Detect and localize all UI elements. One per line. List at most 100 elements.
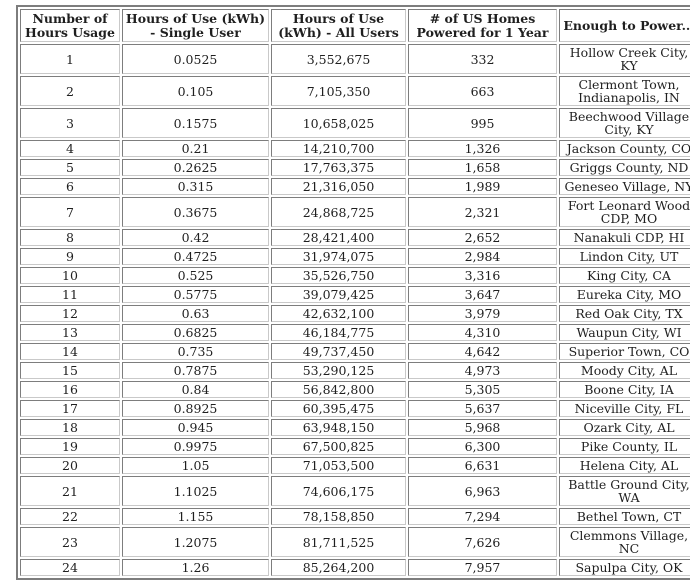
table-cell: 53,290,125: [271, 362, 406, 379]
table-cell: Niceville City, FL: [559, 400, 690, 417]
table-cell: Ozark City, AL: [559, 419, 690, 436]
table-row: 10 0.525 35,526,750 3,316 King City, CA: [20, 267, 690, 284]
header-row: Number of Hours Usage Hours of Use (kWh) …: [20, 9, 690, 42]
table-cell: 6,631: [408, 457, 557, 474]
table-cell: 3,552,675: [271, 44, 406, 74]
table-cell: 81,711,525: [271, 527, 406, 557]
table-cell: 0.84: [122, 381, 269, 398]
table-cell: Nanakuli CDP, HI: [559, 229, 690, 246]
table-cell: 1: [20, 44, 120, 74]
table-cell: 16: [20, 381, 120, 398]
table-cell: 2,652: [408, 229, 557, 246]
table-cell: 1,326: [408, 140, 557, 157]
table-cell: 13: [20, 324, 120, 341]
table-cell: 10,658,025: [271, 108, 406, 138]
table-cell: 663: [408, 76, 557, 106]
table-cell: 8: [20, 229, 120, 246]
table-cell: 2,321: [408, 197, 557, 227]
table-cell: 0.42: [122, 229, 269, 246]
table-cell: Battle Ground City, WA: [559, 476, 690, 506]
table-row: 15 0.7875 53,290,125 4,973 Moody City, AL: [20, 362, 690, 379]
table-row: 1 0.0525 3,552,675 332 Hollow Creek City, KY: [20, 44, 690, 74]
table-cell: 71,053,500: [271, 457, 406, 474]
table-cell: 17: [20, 400, 120, 417]
table-cell: 11: [20, 286, 120, 303]
table-cell: Beechwood Village City, KY: [559, 108, 690, 138]
table-cell: 18: [20, 419, 120, 436]
table-cell: 4,642: [408, 343, 557, 360]
column-header: Number of Hours Usage: [20, 9, 120, 42]
table-cell: 0.4725: [122, 248, 269, 265]
table-cell: 1.05: [122, 457, 269, 474]
table-cell: 0.21: [122, 140, 269, 157]
table-row: 14 0.735 49,737,450 4,642 Superior Town, CO: [20, 343, 690, 360]
table-row: 13 0.6825 46,184,775 4,310 Waupun City, WI: [20, 324, 690, 341]
table-cell: 14: [20, 343, 120, 360]
table-cell: 5,637: [408, 400, 557, 417]
table-cell: 1.2075: [122, 527, 269, 557]
table-cell: 46,184,775: [271, 324, 406, 341]
table-cell: 0.735: [122, 343, 269, 360]
table-cell: 20: [20, 457, 120, 474]
table-cell: 1,989: [408, 178, 557, 195]
table-cell: Sapulpa City, OK: [559, 559, 690, 576]
table-cell: 28,421,400: [271, 229, 406, 246]
table-cell: 19: [20, 438, 120, 455]
table-row: 22 1.155 78,158,850 7,294 Bethel Town, CT: [20, 508, 690, 525]
table-row: 6 0.315 21,316,050 1,989 Geneseo Village, NY: [20, 178, 690, 195]
table-cell: 3,979: [408, 305, 557, 322]
table-cell: 0.9975: [122, 438, 269, 455]
table-cell: 1.155: [122, 508, 269, 525]
table-cell: 9: [20, 248, 120, 265]
table-cell: Red Oak City, TX: [559, 305, 690, 322]
table-cell: 35,526,750: [271, 267, 406, 284]
table-cell: 1.1025: [122, 476, 269, 506]
table-cell: 21,316,050: [271, 178, 406, 195]
table-cell: Boone City, IA: [559, 381, 690, 398]
table-cell: Pike County, IL: [559, 438, 690, 455]
table-cell: 0.525: [122, 267, 269, 284]
table-cell: 6,300: [408, 438, 557, 455]
table-cell: 78,158,850: [271, 508, 406, 525]
table-row: 19 0.9975 67,500,825 6,300 Pike County, IL: [20, 438, 690, 455]
table-cell: Eureka City, MO: [559, 286, 690, 303]
column-header: Enough to Power...: [559, 9, 690, 42]
table-row: 3 0.1575 10,658,025 995 Beechwood Village Ci…: [20, 108, 690, 138]
table-cell: 3,647: [408, 286, 557, 303]
table-cell: Lindon City, UT: [559, 248, 690, 265]
table-row: 20 1.05 71,053,500 6,631 Helena City, AL: [20, 457, 690, 474]
table-row: 11 0.5775 39,079,425 3,647 Eureka City, MO: [20, 286, 690, 303]
table-cell: 7,626: [408, 527, 557, 557]
table-cell: 14,210,700: [271, 140, 406, 157]
table-cell: Moody City, AL: [559, 362, 690, 379]
table-row: 8 0.42 28,421,400 2,652 Nanakuli CDP, HI: [20, 229, 690, 246]
table-cell: 15: [20, 362, 120, 379]
table-cell: 0.0525: [122, 44, 269, 74]
table-cell: Superior Town, CO: [559, 343, 690, 360]
table-cell: 74,606,175: [271, 476, 406, 506]
table-cell: 4,973: [408, 362, 557, 379]
table-cell: 21: [20, 476, 120, 506]
table-row: 9 0.4725 31,974,075 2,984 Lindon City, UT: [20, 248, 690, 265]
table-row: 17 0.8925 60,395,475 5,637 Niceville City, F…: [20, 400, 690, 417]
table-row: 24 1.26 85,264,200 7,957 Sapulpa City, OK: [20, 559, 690, 576]
column-header: Hours of Use (kWh) - All Users: [271, 9, 406, 42]
table-row: 12 0.63 42,632,100 3,979 Red Oak City, TX: [20, 305, 690, 322]
table-cell: 12: [20, 305, 120, 322]
table-cell: 49,737,450: [271, 343, 406, 360]
table-cell: 4,310: [408, 324, 557, 341]
table-row: 5 0.2625 17,763,375 1,658 Griggs County, ND: [20, 159, 690, 176]
table-row: 21 1.1025 74,606,175 6,963 Battle Ground Cit…: [20, 476, 690, 506]
table-cell: Geneseo Village, NY: [559, 178, 690, 195]
column-header: Hours of Use (kWh) - Single User: [122, 9, 269, 42]
table-cell: 1,658: [408, 159, 557, 176]
table-cell: 2: [20, 76, 120, 106]
table-cell: 42,632,100: [271, 305, 406, 322]
table-cell: 0.1575: [122, 108, 269, 138]
table-row: 18 0.945 63,948,150 5,968 Ozark City, AL: [20, 419, 690, 436]
table-row: 23 1.2075 81,711,525 7,626 Clemmons Village,…: [20, 527, 690, 557]
table-cell: 31,974,075: [271, 248, 406, 265]
table-cell: 6,963: [408, 476, 557, 506]
table-cell: Clermont Town, Indianapolis, IN: [559, 76, 690, 106]
